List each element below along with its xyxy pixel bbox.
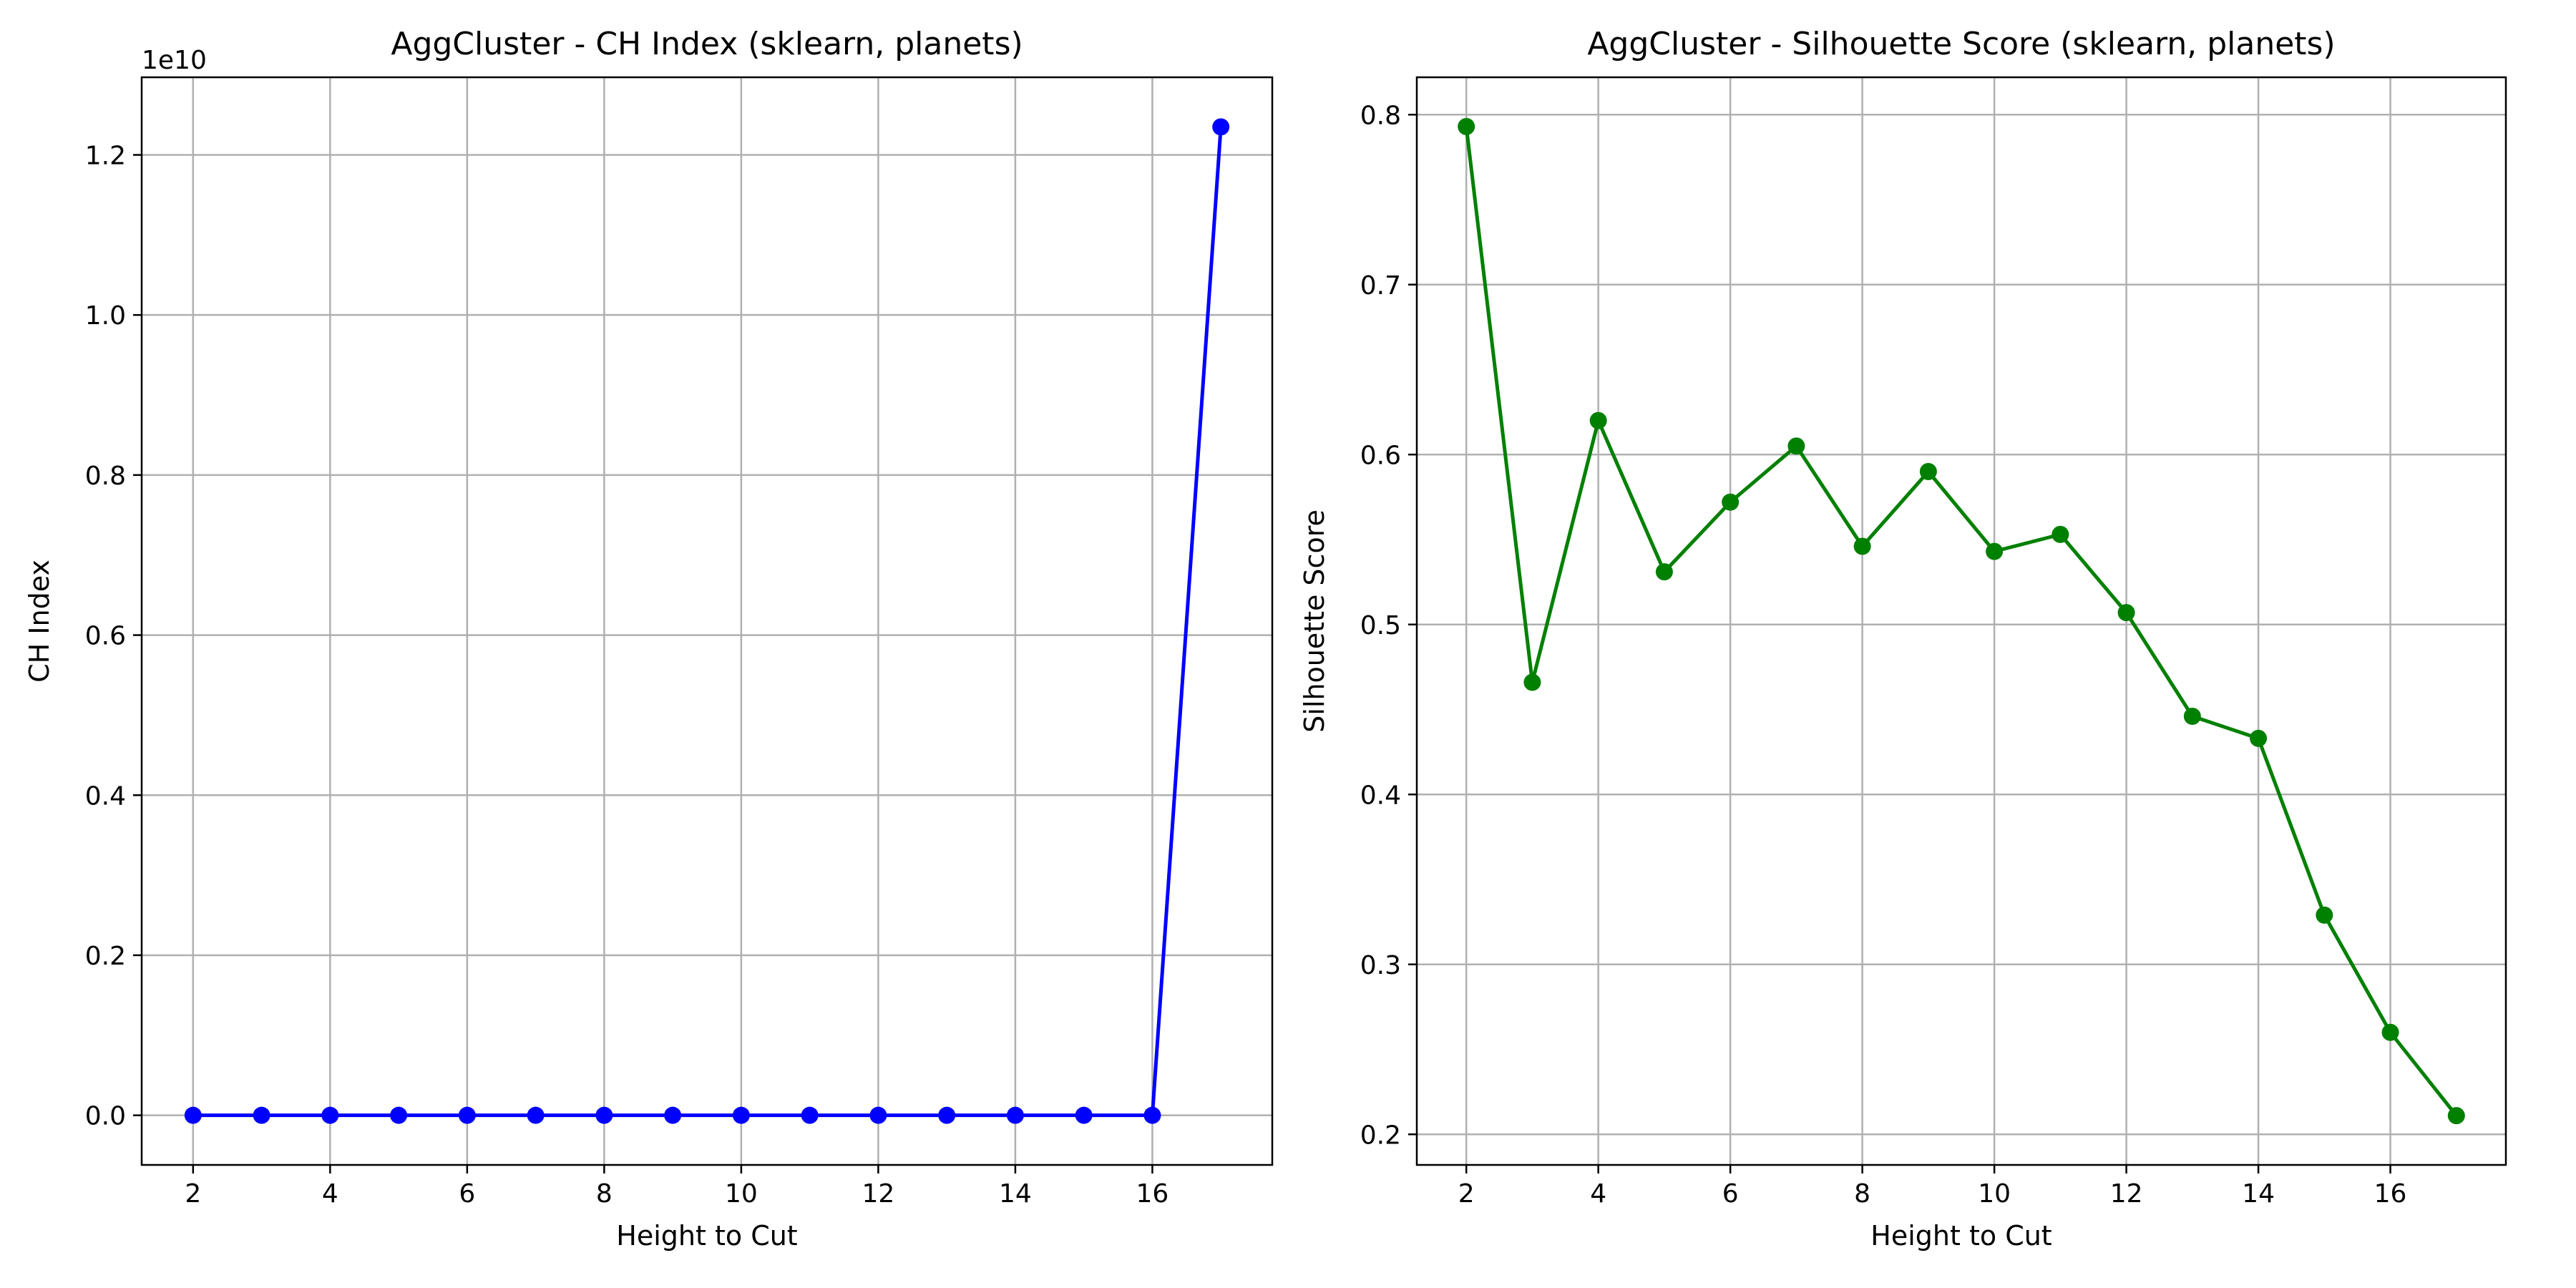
data-point bbox=[2051, 525, 2069, 543]
y-tick-label: 0.2 bbox=[85, 942, 126, 971]
data-point bbox=[2316, 906, 2333, 924]
data-point bbox=[458, 1106, 476, 1124]
x-tick-label: 16 bbox=[2374, 1179, 2407, 1209]
data-point bbox=[321, 1106, 339, 1124]
data-point bbox=[1075, 1106, 1093, 1124]
data-point bbox=[664, 1106, 682, 1124]
data-point bbox=[1655, 563, 1673, 581]
x-tick-label: 6 bbox=[459, 1179, 475, 1209]
y-tick-label: 0.8 bbox=[1360, 101, 1401, 130]
data-point bbox=[1986, 542, 2004, 560]
data-point bbox=[1523, 673, 1541, 691]
y-tick-label: 0.4 bbox=[85, 781, 126, 811]
y-tick-label: 1.2 bbox=[85, 141, 126, 170]
y-tick-label: 0.5 bbox=[1360, 611, 1401, 640]
x-tick-label: 2 bbox=[185, 1179, 201, 1209]
y-offset-label: 1e10 bbox=[142, 46, 207, 75]
y-axis-label: CH Index bbox=[24, 560, 55, 683]
x-tick-label: 10 bbox=[725, 1179, 758, 1209]
y-tick-label: 0.6 bbox=[1360, 441, 1401, 470]
x-tick-label: 8 bbox=[1854, 1179, 1870, 1209]
y-tick-label: 0.7 bbox=[1360, 271, 1401, 301]
x-axis-label: Height to Cut bbox=[1870, 1220, 2051, 1252]
y-tick-label: 0.0 bbox=[85, 1102, 126, 1131]
chart-ch-index: 2 4 6 8 10 12 14 16 0.0 0.2 0.4 0.6 0.8 1.0 1.2 AggClus… bbox=[24, 26, 1274, 1252]
data-point bbox=[1853, 537, 1871, 555]
data-point bbox=[390, 1106, 408, 1124]
y-axis-label: Silhouette Score bbox=[1299, 509, 1330, 733]
data-point bbox=[1722, 493, 1740, 511]
x-tick-label: 6 bbox=[1722, 1179, 1739, 1209]
data-point bbox=[253, 1106, 270, 1124]
chart-silhouette-score: 2 4 6 8 10 12 14 16 0.2 0.3 0.4 0.5 0.6 0.7 0.8 AggClus… bbox=[1299, 26, 2507, 1252]
x-tick-label: 14 bbox=[2242, 1179, 2275, 1209]
data-point bbox=[801, 1106, 819, 1124]
data-point bbox=[2447, 1107, 2465, 1125]
x-tick-label: 4 bbox=[322, 1179, 338, 1209]
y-tick-label: 0.8 bbox=[85, 462, 126, 491]
data-point bbox=[1589, 411, 1607, 429]
x-tick-label: 10 bbox=[1978, 1179, 2011, 1209]
axes-frame bbox=[140, 76, 1274, 1166]
x-tick-label: 12 bbox=[862, 1179, 894, 1209]
x-tick-label: 2 bbox=[1458, 1179, 1475, 1209]
y-tick-label: 1.0 bbox=[85, 301, 126, 331]
y-tick-label: 0.6 bbox=[85, 622, 126, 651]
x-tick-label: 4 bbox=[1590, 1179, 1606, 1209]
data-point bbox=[1212, 118, 1230, 136]
data-point bbox=[2183, 708, 2201, 725]
data-point bbox=[1458, 117, 1475, 135]
data-point bbox=[2381, 1023, 2399, 1041]
series-line bbox=[1464, 126, 2458, 1117]
chart-title: AggCluster - CH Index (sklearn, planets) bbox=[391, 26, 1023, 62]
data-point bbox=[595, 1106, 613, 1124]
y-tick-label: 0.4 bbox=[1360, 781, 1401, 810]
data-point bbox=[869, 1106, 887, 1124]
x-tick-label: 8 bbox=[596, 1179, 613, 1209]
x-tick-label: 14 bbox=[999, 1179, 1032, 1209]
data-point bbox=[1787, 437, 1805, 455]
data-point bbox=[2117, 604, 2135, 622]
data-point bbox=[1006, 1106, 1024, 1124]
axes-frame bbox=[1415, 76, 2507, 1166]
data-point bbox=[1919, 463, 1937, 480]
y-tick-label: 0.2 bbox=[1360, 1121, 1401, 1150]
x-axis-label: Height to Cut bbox=[616, 1220, 797, 1252]
x-tick-label: 12 bbox=[2110, 1179, 2143, 1209]
x-tick-label: 16 bbox=[1136, 1179, 1169, 1209]
data-point bbox=[732, 1106, 750, 1124]
data-point bbox=[938, 1106, 956, 1124]
data-point bbox=[1143, 1106, 1161, 1124]
series-line bbox=[192, 127, 1223, 1118]
data-point bbox=[184, 1106, 202, 1124]
y-tick-label: 0.3 bbox=[1360, 951, 1401, 980]
data-point bbox=[2250, 729, 2268, 747]
data-point bbox=[527, 1106, 545, 1124]
chart-title: AggCluster - Silhouette Score (sklearn, … bbox=[1587, 26, 2335, 62]
